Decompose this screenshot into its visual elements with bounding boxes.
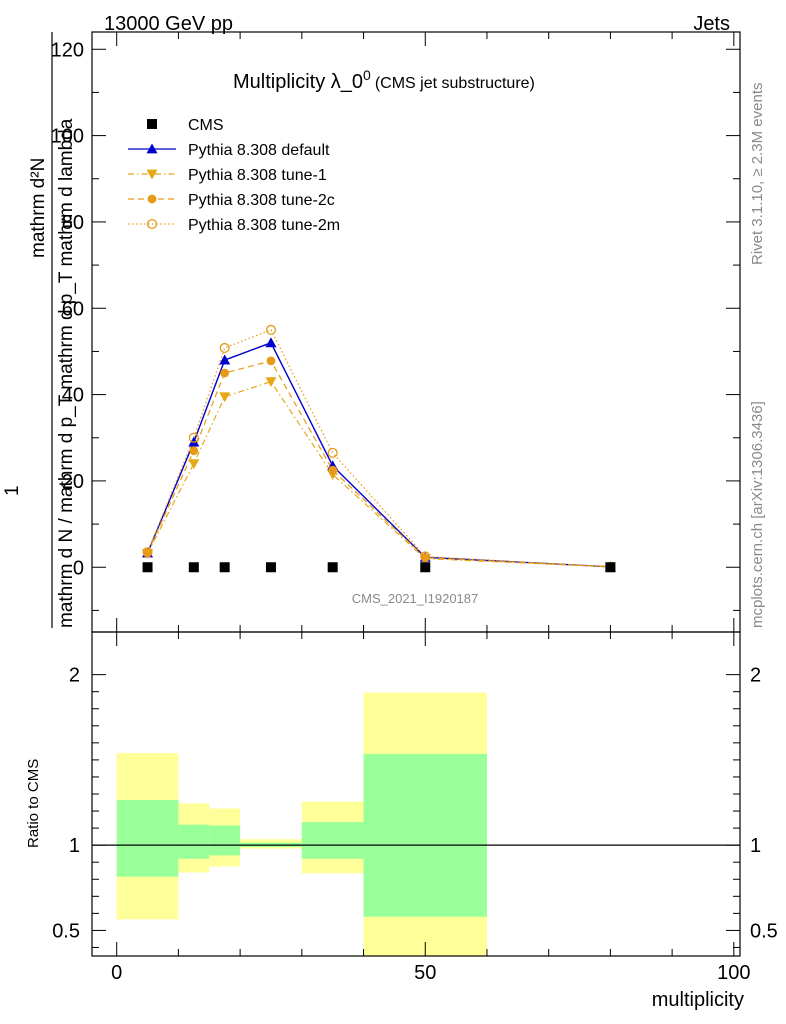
point-pythia-8-308-tune-1-3 xyxy=(265,377,277,388)
point-pythia-8-308-tune-2c-2 xyxy=(220,368,230,378)
legend-marker-pythia-8-308-tune-1 xyxy=(146,169,158,180)
ratio-band-inner-0 xyxy=(116,799,179,877)
point-cms-5 xyxy=(420,562,431,573)
ratio-band-inner-4 xyxy=(301,822,364,859)
legend-label-cms: CMS xyxy=(188,117,224,134)
point-pythia-8-308-tune-2c-3 xyxy=(266,356,276,366)
main-ytick-label-0: 0 xyxy=(73,557,84,579)
main-ytick-label-60: 60 xyxy=(62,298,84,320)
point-pythia-8-308-tune-2m-5 xyxy=(420,551,431,562)
legend-marker-cms xyxy=(147,119,157,129)
point-pythia-8-308-tune-2c-0 xyxy=(143,548,152,558)
point-pythia-8-308-tune-2m-3 xyxy=(265,324,277,335)
series-line-pythia-8-308-default xyxy=(146,341,611,568)
point-pythia-8-308-tune-2m-2 xyxy=(219,342,230,354)
point-pythia-8-308-tune-2m-0 xyxy=(142,547,153,558)
chart-title-sub: (CMS jet substructure) xyxy=(375,75,535,92)
point-pythia-8-308-tune-1-2 xyxy=(219,392,231,403)
point-cms-4 xyxy=(327,562,338,573)
point-cms-1 xyxy=(188,562,199,573)
point-pythia-8-308-tune-2c-4 xyxy=(328,465,338,475)
x-tick-label-50: 50 xyxy=(414,962,436,984)
ratio-band-inner-5 xyxy=(363,753,487,917)
ratio-bands xyxy=(116,692,487,956)
chart-title: Multiplicity λ_00 (CMS jet substructure) xyxy=(233,67,535,93)
point-pythia-8-308-tune-2m-4 xyxy=(327,447,338,458)
point-cms-0 xyxy=(142,562,153,573)
legend-label-pythia-8-308-tune-2c: Pythia 8.308 tune-2c xyxy=(188,192,335,209)
x-tick-label-100: 100 xyxy=(717,962,750,984)
legend-marker-pythia-8-308-default xyxy=(146,143,158,154)
ratio-ytick-label-left-0: 0.5 xyxy=(52,920,80,942)
x-tick-label-0: 0 xyxy=(111,962,122,984)
ratio-ytick-label-left-2: 2 xyxy=(69,665,80,687)
point-cms-3 xyxy=(265,562,276,573)
point-pythia-8-308-tune-2m-1 xyxy=(188,432,199,443)
main-ytick-label-80: 80 xyxy=(62,212,84,234)
analysis-watermark: CMS_2021_I1920187 xyxy=(352,591,479,606)
point-cms-6 xyxy=(605,562,616,573)
ratio-ytick-label-right-2: 2 xyxy=(750,665,761,687)
series-line-pythia-8-308-tune-2m xyxy=(146,329,611,568)
series-line-pythia-8-308-tune-2c xyxy=(146,360,611,568)
ratio-ytick-label-left-1: 1 xyxy=(69,835,80,857)
point-cms-2 xyxy=(219,562,230,573)
point-pythia-8-308-default-2 xyxy=(219,354,231,365)
legend-label-pythia-8-308-tune-1: Pythia 8.308 tune-1 xyxy=(188,167,327,184)
header-left: 13000 GeV pp xyxy=(104,13,233,35)
main-ytick-label-100: 100 xyxy=(51,126,84,148)
main-ytick-label-20: 20 xyxy=(62,471,84,493)
ratio-y-label: Ratio to CMS xyxy=(25,759,42,848)
y-label-denominator: mathrm d N / mathrm d p_T mathrm d p_T m… xyxy=(56,118,77,628)
ratio-ytick-label-right-0: 0.5 xyxy=(750,920,778,942)
rivet-label: Rivet 3.1.10, ≥ 2.3M events xyxy=(749,83,766,266)
point-pythia-8-308-tune-1-1 xyxy=(188,459,200,470)
mcplots-label: mcplots.cern.ch [arXiv:1306.3436] xyxy=(749,401,766,628)
y-label-prefix: 1 xyxy=(2,485,23,496)
legend: CMS Pythia 8.308 default Pythia 8.308 tune… xyxy=(128,117,340,234)
main-ytick-label-40: 40 xyxy=(62,385,84,407)
point-pythia-8-308-default-3 xyxy=(265,337,277,348)
main-y-label: mathrm d²N mathrm d N / mathrm d p_T mat… xyxy=(2,32,77,628)
chart-title-sup: 0 xyxy=(363,67,371,83)
main-ytick-label-120: 120 xyxy=(51,39,84,61)
legend-marker-pythia-8-308-tune-2m xyxy=(146,218,158,230)
legend-label-pythia-8-308-default: Pythia 8.308 default xyxy=(188,142,330,159)
legend-marker-pythia-8-308-tune-2c xyxy=(147,194,157,204)
chart-title-main: Multiplicity λ_0 xyxy=(233,71,363,93)
ratio-ytick-label-right-1: 1 xyxy=(750,835,761,857)
ratio-band-inner-1 xyxy=(178,824,210,859)
point-pythia-8-308-tune-2c-1 xyxy=(189,446,199,456)
legend-label-pythia-8-308-tune-2m: Pythia 8.308 tune-2m xyxy=(188,217,340,234)
y-label-numerator: mathrm d²N xyxy=(28,158,49,258)
header-right: Jets xyxy=(693,13,730,35)
main-series-markers xyxy=(142,324,616,573)
main-series-lines xyxy=(146,329,611,568)
ratio-band-inner-2 xyxy=(209,825,241,856)
x-axis-label: multiplicity xyxy=(652,989,744,1011)
series-line-pythia-8-308-tune-1 xyxy=(147,380,611,568)
